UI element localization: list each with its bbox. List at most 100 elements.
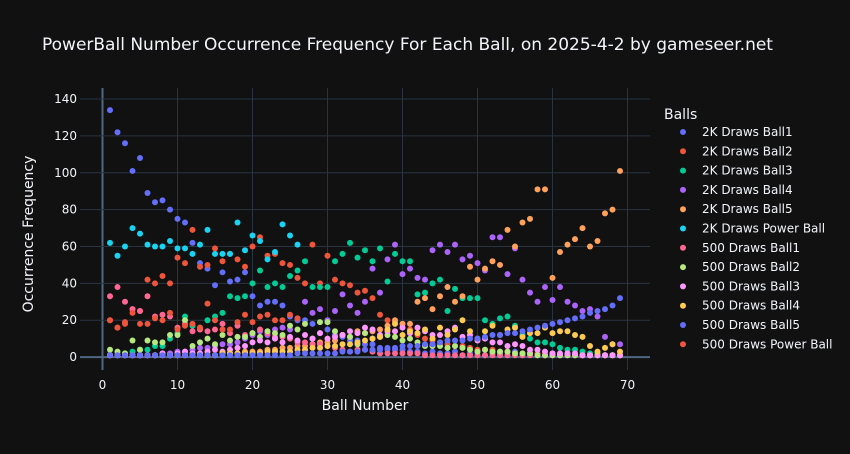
data-point <box>549 274 556 281</box>
data-point <box>287 322 293 329</box>
data-point <box>339 331 346 338</box>
data-point <box>579 333 586 340</box>
data-point <box>497 261 503 268</box>
data-point <box>519 333 526 340</box>
data-point <box>437 293 443 300</box>
data-point <box>324 326 331 333</box>
legend-item[interactable]: 2K Draws Ball2 <box>680 144 793 158</box>
data-point <box>474 276 481 283</box>
data-point <box>302 350 308 357</box>
data-point <box>444 344 451 351</box>
data-point <box>189 328 196 335</box>
legend-item[interactable]: 500 Draws Ball4 <box>680 299 800 313</box>
data-point <box>204 300 211 307</box>
data-point <box>362 330 368 337</box>
data-point <box>294 267 301 274</box>
data-point <box>534 339 541 346</box>
data-point <box>587 352 593 359</box>
data-point <box>467 335 473 342</box>
data-point <box>219 269 226 276</box>
legend[interactable]: Balls 2K Draws Ball1 2K Draws Ball2 2K Dra… <box>664 107 832 351</box>
data-point <box>482 317 488 324</box>
data-point <box>587 309 593 316</box>
data-point <box>234 333 241 340</box>
data-point <box>174 245 181 252</box>
data-point <box>129 337 136 344</box>
x-tick-label: 60 <box>545 378 560 392</box>
data-point <box>482 328 488 335</box>
legend-item[interactable]: 500 Draws Ball2 <box>680 260 800 274</box>
data-point <box>242 343 248 350</box>
data-point <box>114 324 121 331</box>
legend-item[interactable]: 500 Draws Ball1 <box>680 241 800 255</box>
data-point <box>302 339 308 346</box>
legend-label: 2K Draws Ball2 <box>702 144 793 158</box>
legend-label: 2K Draws Ball5 <box>702 202 793 216</box>
data-point <box>219 250 226 257</box>
data-point <box>549 350 556 357</box>
data-point <box>309 309 316 316</box>
data-point <box>512 324 518 331</box>
x-tick-label: 10 <box>170 378 185 392</box>
legend-item[interactable]: 2K Draws Ball1 <box>680 125 793 139</box>
data-point <box>182 352 188 359</box>
data-point <box>309 284 316 291</box>
data-point <box>594 237 601 244</box>
data-point <box>317 284 323 291</box>
data-point <box>324 335 331 342</box>
data-point <box>107 293 113 300</box>
legend-item[interactable]: 2K Draws Ball5 <box>680 202 793 216</box>
legend-item[interactable]: 500 Draws Ball5 <box>680 318 800 332</box>
data-point <box>302 331 308 338</box>
data-point <box>369 341 376 348</box>
data-point <box>249 330 256 337</box>
legend-item[interactable]: 500 Draws Power Ball <box>680 337 832 351</box>
data-point <box>309 350 316 357</box>
data-point <box>399 343 406 350</box>
data-point <box>564 328 571 335</box>
data-point <box>122 320 128 327</box>
data-point <box>279 324 286 331</box>
data-point <box>399 331 406 338</box>
data-point <box>392 344 398 351</box>
legend-label: 2K Draws Ball4 <box>702 183 793 197</box>
data-point <box>534 352 541 359</box>
data-point <box>257 313 263 320</box>
data-point <box>354 254 361 261</box>
data-point <box>519 328 526 335</box>
legend-label: 500 Draws Ball1 <box>702 241 800 255</box>
data-point <box>504 330 511 337</box>
legend-item[interactable]: 500 Draws Ball3 <box>680 279 800 293</box>
data-point <box>392 328 398 335</box>
data-point <box>219 320 226 327</box>
data-point <box>602 344 608 351</box>
data-point <box>107 239 113 246</box>
data-point <box>422 335 428 342</box>
legend-label: 2K Draws Ball1 <box>702 125 793 139</box>
data-point <box>279 260 286 267</box>
data-point <box>444 331 451 338</box>
data-point <box>309 241 316 248</box>
data-point <box>152 280 158 287</box>
data-point <box>122 298 128 305</box>
data-point <box>557 344 563 351</box>
x-tick-label: 70 <box>620 378 635 392</box>
series-2k-draws-power-ball <box>107 219 301 263</box>
data-point <box>279 331 286 338</box>
data-point <box>459 337 466 344</box>
data-point <box>287 273 293 279</box>
y-tick-label: 0 <box>69 350 77 364</box>
legend-item[interactable]: 2K Draws Ball3 <box>680 164 793 178</box>
data-point <box>107 107 113 114</box>
data-point <box>339 280 346 287</box>
data-point <box>362 346 368 353</box>
data-point <box>467 328 473 335</box>
data-point <box>212 317 218 324</box>
data-point <box>594 308 601 315</box>
data-point <box>444 337 451 344</box>
legend-item[interactable]: 2K Draws Power Ball <box>680 222 825 236</box>
legend-item[interactable]: 2K Draws Ball4 <box>680 183 793 197</box>
x-axis-title: Ball Number <box>322 398 409 414</box>
data-point <box>227 326 233 333</box>
